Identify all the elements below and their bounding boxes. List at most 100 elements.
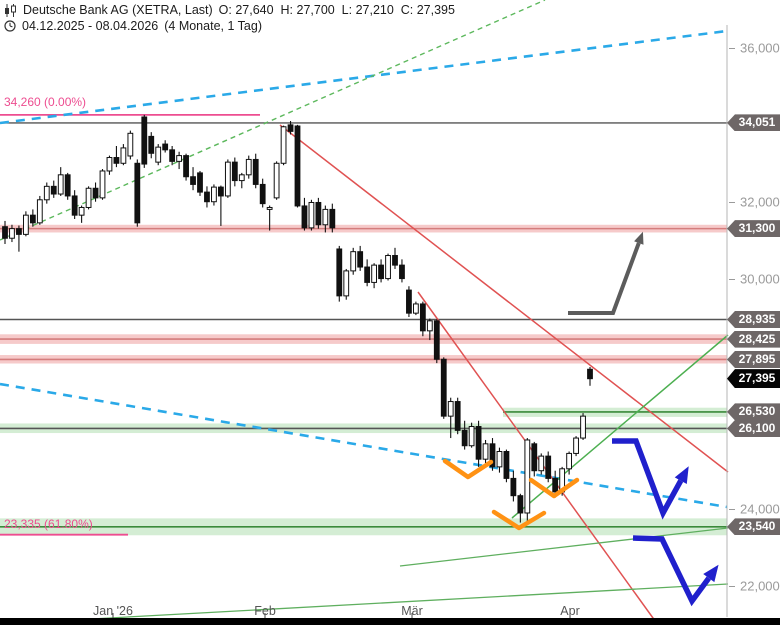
- candle: [106, 155, 113, 175]
- candle: [454, 397, 461, 435]
- price-level-badge: 28,425: [727, 330, 780, 348]
- candle: [204, 186, 210, 208]
- candle: [92, 182, 99, 202]
- blue-scenario-arrow-1-head: [674, 466, 689, 485]
- blue-scenario-arrow-2: [632, 535, 712, 607]
- candle: [364, 259, 371, 287]
- candle: [496, 447, 503, 473]
- candle: [245, 155, 252, 179]
- candle: [524, 438, 531, 523]
- candle: [419, 301, 426, 337]
- candle: [120, 144, 127, 166]
- bottom-scrollbar[interactable]: [0, 618, 780, 625]
- candle: [587, 366, 593, 386]
- candle: [350, 247, 357, 275]
- gray-projection-arrow: [568, 242, 641, 315]
- candle: [461, 420, 468, 450]
- price-level-badge: 26,530: [727, 403, 780, 421]
- candle: [259, 178, 266, 208]
- candle: [64, 172, 71, 200]
- candle: [315, 197, 322, 229]
- candle: [468, 422, 475, 448]
- month-label: Feb: [254, 604, 276, 618]
- candle: [343, 268, 350, 300]
- candle: [169, 145, 176, 166]
- red-downtrend-2: [417, 291, 659, 625]
- month-label: Mär: [401, 604, 423, 618]
- candle: [357, 245, 364, 271]
- retracement-label-0pct: 34,260 (0.00%): [4, 95, 87, 109]
- price-level-badge: 23,540: [727, 518, 780, 536]
- candle: [176, 151, 183, 170]
- candle: [190, 167, 196, 191]
- candle: [322, 205, 329, 233]
- candle: [294, 124, 301, 208]
- candle: [22, 211, 29, 237]
- candle: [545, 451, 552, 483]
- candle: [538, 453, 545, 475]
- month-label: Jan '26: [93, 604, 133, 618]
- last-price-badge: 27,395: [727, 369, 780, 389]
- price-tick-label: 24,000: [740, 501, 780, 517]
- candle: [301, 197, 308, 231]
- price-tick: [729, 509, 735, 511]
- retracement-label-61.8pct: 23,335 (61.80%): [4, 517, 93, 531]
- price-tick: [729, 586, 735, 587]
- candle: [336, 245, 343, 302]
- orange-check-1: [442, 458, 494, 480]
- candle: [57, 167, 64, 196]
- price-tick-label: 32,000: [740, 194, 780, 210]
- blue-scenario-arrow-2-head: [703, 564, 719, 583]
- chart-subheader: 04.12.2025 - 08.04.2026 (4 Monate, 1 Tag…: [4, 19, 262, 33]
- price-tick-label: 30,000: [740, 271, 780, 287]
- candle: [231, 157, 238, 187]
- candle: [113, 145, 120, 168]
- candle: [399, 259, 405, 283]
- price-tick-label: 22,000: [740, 578, 780, 594]
- candle: [238, 172, 245, 189]
- candle: [378, 259, 384, 283]
- price-level-badge: 27,895: [727, 350, 780, 368]
- candle: [211, 184, 217, 206]
- gray-projection-arrow-head: [634, 231, 644, 245]
- green-uptrend-steep: [511, 334, 729, 519]
- candle: [71, 190, 78, 220]
- candle: [148, 132, 155, 159]
- instrument-title: Deutsche Bank AG (XETRA, Last): [23, 3, 213, 17]
- candle: [50, 180, 57, 198]
- candle: [134, 159, 141, 227]
- blue-scenario-arrow-1: [612, 438, 684, 520]
- candle: [155, 144, 162, 166]
- blue-dashed-resistance: [0, 29, 728, 125]
- candle: [329, 203, 336, 233]
- candle: [266, 205, 273, 231]
- candle: [580, 413, 586, 440]
- price-tick: [729, 278, 735, 280]
- date-range: 04.12.2025 - 08.04.2026: [22, 19, 159, 33]
- candle: [183, 153, 189, 181]
- candle: [308, 199, 315, 231]
- candle: [197, 170, 203, 196]
- ohlc-values: O: 27,640 H: 27,700 L: 27,210 C: 27,395: [218, 3, 455, 17]
- candle: [566, 451, 573, 475]
- period-label: (4 Monate, 1 Tag): [164, 19, 262, 33]
- candle: [412, 301, 419, 316]
- candle: [475, 420, 482, 467]
- candle: [287, 121, 294, 135]
- candle: [503, 449, 510, 483]
- red-downtrend-1: [279, 124, 729, 473]
- candle: [273, 161, 280, 200]
- candle: [447, 397, 454, 439]
- candle: [252, 153, 259, 189]
- candle: [517, 493, 524, 523]
- candle: [141, 114, 148, 168]
- blue-dashed-support: [0, 382, 728, 509]
- candle: [426, 318, 433, 341]
- candle: [371, 263, 378, 289]
- candle: [433, 319, 440, 364]
- candle: [99, 169, 106, 200]
- month-label: Apr: [560, 604, 580, 618]
- candle: [573, 436, 579, 457]
- candle: [280, 125, 287, 166]
